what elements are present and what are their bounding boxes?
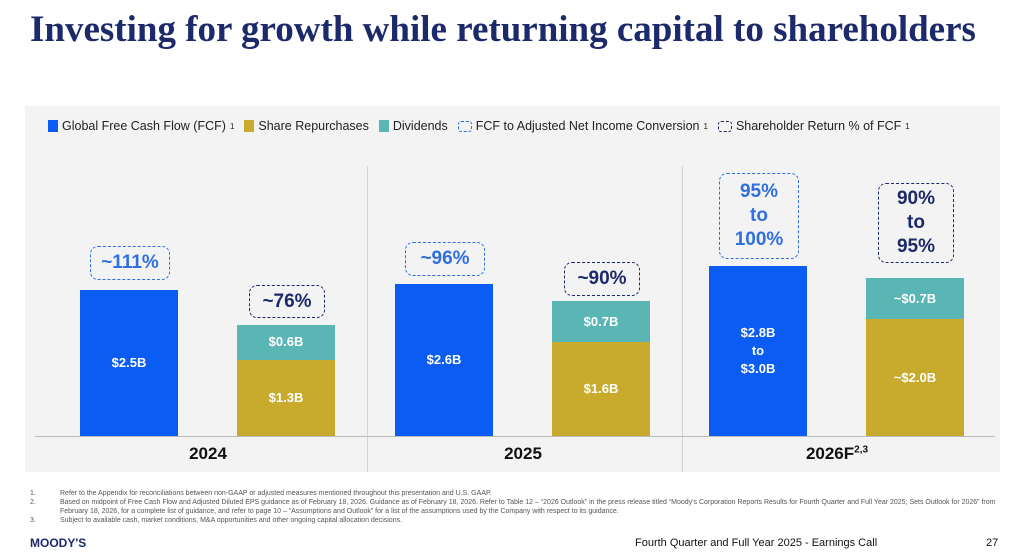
fcf-conversion-label: ~96% bbox=[405, 242, 485, 276]
chart-panel bbox=[25, 106, 1000, 472]
footnote-number: 1. bbox=[30, 490, 36, 497]
legend-swatch bbox=[378, 120, 389, 132]
legend-label: Global Free Cash Flow (FCF) bbox=[62, 119, 226, 133]
legend-shareholder-return: Shareholder Return % of FCF 1 bbox=[717, 119, 910, 133]
legend-swatch bbox=[457, 120, 472, 132]
chart-legend: Global Free Cash Flow (FCF) 1 Share Repur… bbox=[48, 119, 910, 133]
footnote-text: Based on midpoint of Free Cash Flow and … bbox=[60, 499, 996, 515]
bar-fcf: $2.8B to $3.0B bbox=[709, 266, 807, 436]
footnote-text: Refer to the Appendix for reconciliation… bbox=[60, 490, 492, 497]
shareholder-return-label: ~90% bbox=[564, 262, 640, 296]
bar-dividends: $0.7B bbox=[552, 301, 650, 343]
x-tick-text: 2026F bbox=[805, 444, 855, 463]
footnote-number: 2. bbox=[30, 499, 36, 506]
x-tick-label: 2024 bbox=[128, 444, 288, 464]
legend-swatch bbox=[717, 120, 732, 132]
legend-sup: 1 bbox=[229, 121, 235, 131]
bar-repurchases: $1.6B bbox=[552, 342, 650, 436]
fcf-conversion-label: ~111% bbox=[90, 246, 170, 280]
bar-fcf: $2.6B bbox=[395, 283, 493, 436]
legend-label: Shareholder Return % of FCF bbox=[735, 119, 902, 133]
bar-dividends: ~$0.7B bbox=[866, 278, 964, 319]
legend-fcf: Global Free Cash Flow (FCF) 1 bbox=[48, 119, 234, 133]
bar-repurchases: ~$2.0B bbox=[866, 319, 964, 436]
bar-dividends: $0.6B bbox=[237, 324, 335, 360]
footer-event: Fourth Quarter and Full Year 2025 - Earn… bbox=[635, 537, 878, 549]
legend-repurchases: Share Repurchases bbox=[244, 119, 369, 133]
x-tick-label: 2026F2,3 bbox=[757, 444, 917, 464]
shareholder-return-label: ~76% bbox=[249, 285, 325, 318]
legend-label: Share Repurchases bbox=[258, 119, 369, 133]
moodys-logo: MOODY'S bbox=[30, 536, 87, 550]
legend-label: FCF to Adjusted Net Income Conversion bbox=[475, 119, 700, 133]
legend-label: Dividends bbox=[392, 119, 448, 133]
x-axis bbox=[35, 436, 995, 437]
group-divider bbox=[682, 166, 683, 472]
group-divider bbox=[367, 166, 368, 472]
legend-swatch bbox=[244, 120, 255, 132]
legend-fcf-conversion: FCF to Adjusted Net Income Conversion 1 bbox=[457, 119, 708, 133]
legend-sup: 1 bbox=[703, 121, 708, 131]
x-tick-text: 2025 bbox=[504, 444, 542, 463]
footnotes: 1. Refer to the Appendix for reconciliati… bbox=[30, 489, 1000, 525]
legend-sup: 1 bbox=[905, 121, 910, 131]
footnote-text: Subject to available cash, market condit… bbox=[60, 517, 403, 524]
legend-swatch bbox=[48, 120, 58, 132]
x-tick-text: 2024 bbox=[189, 444, 227, 463]
page-title: Investing for growth while returning cap… bbox=[30, 9, 976, 50]
footnote-number: 3. bbox=[30, 517, 36, 524]
fcf-conversion-label: 95% to 100% bbox=[719, 173, 799, 259]
bar-repurchases: $1.3B bbox=[237, 359, 335, 436]
bar-fcf: $2.5B bbox=[80, 289, 178, 436]
shareholder-return-label: 90% to 95% bbox=[878, 183, 954, 263]
page-number: 27 bbox=[986, 537, 999, 549]
x-tick-sup: 2,3 bbox=[854, 444, 869, 456]
legend-dividends: Dividends bbox=[378, 119, 448, 133]
x-tick-label: 2025 bbox=[443, 444, 603, 464]
